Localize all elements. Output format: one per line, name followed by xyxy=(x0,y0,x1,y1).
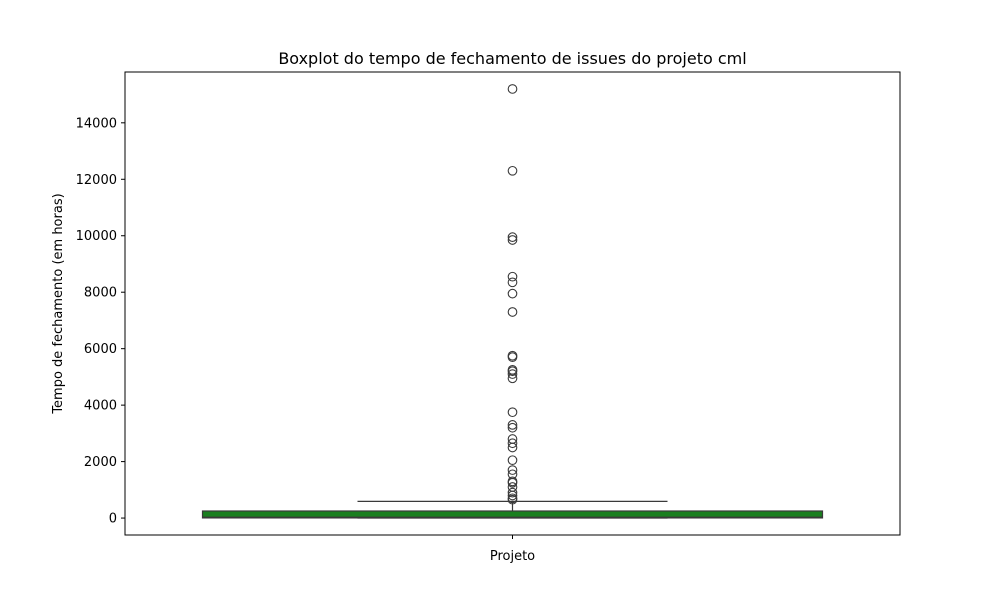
outlier-point xyxy=(507,369,518,379)
x-tick-label: Projeto xyxy=(490,549,535,564)
box-iqr xyxy=(201,510,824,519)
y-tick-label: 10000 xyxy=(76,229,117,244)
outlier-point xyxy=(507,422,518,433)
outlier-point xyxy=(507,165,518,176)
y-tick-label: 8000 xyxy=(84,286,117,301)
y-tick-label: 12000 xyxy=(76,173,117,188)
outlier-point xyxy=(507,442,518,453)
outlier-point xyxy=(507,438,518,449)
outlier-point xyxy=(507,84,518,94)
outlier-point xyxy=(507,271,518,282)
outlier-point xyxy=(507,307,518,317)
outlier-point xyxy=(507,373,518,384)
y-tick-label: 4000 xyxy=(84,399,117,414)
plot-area xyxy=(201,84,824,519)
outlier-point xyxy=(507,455,518,466)
outlier-point xyxy=(507,420,518,430)
outlier-point xyxy=(507,490,518,501)
outlier-point xyxy=(507,232,518,243)
outlier-point xyxy=(507,477,518,488)
outlier-point xyxy=(507,288,518,299)
y-tick-label: 6000 xyxy=(84,342,117,357)
outlier-point xyxy=(507,407,518,418)
outlier-point xyxy=(507,465,518,475)
y-axis-label: Tempo de fechamento (em horas) xyxy=(51,193,66,414)
y-tick-label: 14000 xyxy=(76,116,117,131)
y-tick-label: 0 xyxy=(109,512,117,527)
outlier-point xyxy=(507,352,518,362)
outlier-point xyxy=(507,277,518,288)
y-axis: 0 2000 4000 6000 8000 10000 12000 14000 xyxy=(76,116,125,527)
outlier-point xyxy=(507,487,518,498)
x-axis: Projeto xyxy=(490,535,535,564)
outlier-point xyxy=(507,235,518,245)
chart-title: Boxplot do tempo de fechamento de issues… xyxy=(278,49,746,68)
outlier-point xyxy=(507,494,518,505)
outlier-point xyxy=(507,366,518,377)
y-tick-label: 2000 xyxy=(84,455,117,470)
